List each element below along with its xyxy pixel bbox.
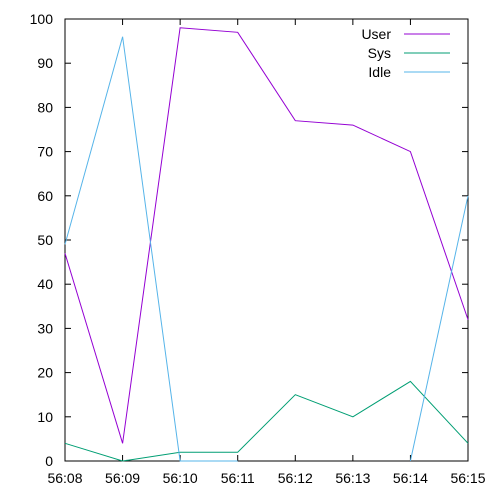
y-tick-label: 40 bbox=[37, 276, 53, 292]
x-tick-label: 56:08 bbox=[47, 470, 82, 486]
y-tick-label: 100 bbox=[30, 11, 54, 27]
x-tick-label: 56:12 bbox=[278, 470, 313, 486]
legend-label-user: User bbox=[361, 26, 391, 42]
x-tick-label: 56:15 bbox=[450, 470, 485, 486]
x-tick-label: 56:09 bbox=[105, 470, 140, 486]
x-axis: 56:08 56:09 56:10 56:11 56:12 56:13 56:14 56:15 bbox=[47, 19, 486, 486]
y-tick-label: 30 bbox=[37, 320, 53, 336]
y-tick-label: 80 bbox=[37, 99, 53, 115]
y-tick-label: 20 bbox=[37, 365, 53, 381]
legend-label-sys: Sys bbox=[368, 45, 391, 61]
series-idle bbox=[64, 36, 469, 462]
plot-frame bbox=[64, 18, 469, 462]
y-tick-label: 90 bbox=[37, 55, 53, 71]
series-sys bbox=[64, 380, 469, 462]
series-line-user bbox=[64, 27, 469, 444]
series-user bbox=[64, 27, 469, 444]
series-line-sys bbox=[64, 380, 469, 462]
y-tick-label: 10 bbox=[37, 409, 53, 425]
legend-label-idle: Idle bbox=[368, 64, 391, 80]
y-tick-label: 50 bbox=[37, 232, 53, 248]
x-tick-label: 56:14 bbox=[393, 470, 428, 486]
y-axis: 0 10 20 30 40 50 60 70 80 90 100 bbox=[30, 11, 468, 469]
x-tick-label: 56:11 bbox=[221, 470, 255, 486]
y-tick-label: 0 bbox=[45, 453, 53, 469]
legend: User Sys Idle bbox=[361, 26, 450, 80]
series-layer bbox=[64, 27, 469, 462]
x-tick-label: 56:10 bbox=[163, 470, 198, 486]
y-tick-label: 60 bbox=[37, 188, 53, 204]
series-line-idle bbox=[409, 195, 469, 462]
series-line-idle bbox=[64, 36, 238, 462]
x-tick-label: 56:13 bbox=[335, 470, 370, 486]
y-tick-label: 70 bbox=[37, 144, 53, 160]
